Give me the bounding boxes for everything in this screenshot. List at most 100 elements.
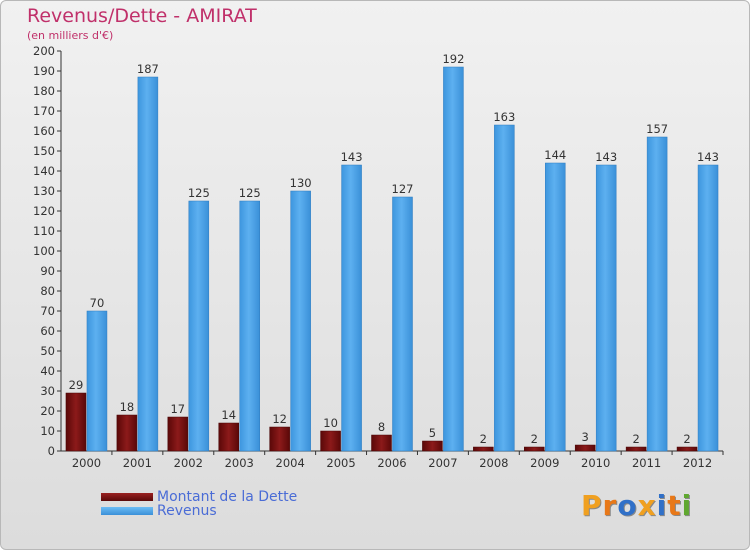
debt-bar bbox=[218, 422, 239, 452]
y-tick-label: 70 bbox=[40, 304, 55, 318]
y-tick-label: 170 bbox=[33, 104, 55, 118]
debt-value-label: 5 bbox=[429, 426, 436, 440]
y-tick-label: 130 bbox=[33, 184, 55, 198]
logo-letter: x bbox=[637, 489, 657, 522]
logo-letter: i bbox=[656, 489, 668, 522]
debt-bar bbox=[65, 392, 87, 452]
y-tick-label: 50 bbox=[40, 344, 55, 358]
y-tick-label: 120 bbox=[33, 204, 55, 218]
x-tick-label: 2000 bbox=[72, 456, 101, 470]
debt-bar bbox=[676, 446, 698, 452]
y-tick-label: 90 bbox=[40, 264, 55, 278]
debt-value-label: 2 bbox=[480, 432, 487, 446]
y-tick-label: 0 bbox=[48, 444, 55, 458]
revenue-bar bbox=[545, 162, 566, 452]
debt-value-label: 10 bbox=[323, 416, 338, 430]
axis-layer: 0 10 20 30 40 50 60 70 80 90 100 110 120 130 140 150 160… bbox=[33, 44, 724, 470]
x-tick-label: 2002 bbox=[174, 456, 203, 470]
debt-bar bbox=[269, 426, 290, 452]
debt-value-label: 3 bbox=[582, 430, 589, 444]
bars-layer bbox=[65, 66, 719, 452]
revenue-bar bbox=[443, 66, 464, 452]
logo-letter: o bbox=[617, 489, 638, 522]
revenue-bar bbox=[646, 136, 668, 452]
y-tick-label: 80 bbox=[40, 284, 55, 298]
legend-swatch-dette bbox=[101, 493, 153, 501]
x-tick-label: 2003 bbox=[225, 456, 254, 470]
y-tick-label: 200 bbox=[33, 44, 55, 58]
y-tick-label: 10 bbox=[40, 424, 55, 438]
revenue-value-label: 127 bbox=[392, 182, 414, 196]
y-tick-label: 60 bbox=[40, 324, 55, 338]
revenue-bar bbox=[341, 164, 362, 452]
revenue-value-label: 125 bbox=[188, 186, 210, 200]
revenue-bar bbox=[239, 200, 260, 452]
x-tick-label: 2011 bbox=[632, 456, 661, 470]
revenue-value-label: 143 bbox=[697, 150, 719, 164]
debt-bar bbox=[422, 440, 443, 452]
revenue-value-label: 125 bbox=[239, 186, 261, 200]
debt-bar bbox=[167, 416, 189, 452]
revenue-value-label: 143 bbox=[595, 150, 617, 164]
y-tick-label: 160 bbox=[33, 124, 55, 138]
y-tick-label: 190 bbox=[33, 64, 55, 78]
revenue-value-label: 157 bbox=[646, 122, 668, 136]
x-tick-label: 2010 bbox=[581, 456, 610, 470]
revenue-value-label: 144 bbox=[544, 148, 566, 162]
y-tick-label: 100 bbox=[33, 244, 55, 258]
debt-bar bbox=[625, 446, 647, 452]
revenue-bar bbox=[595, 164, 617, 452]
x-tick-label: 2007 bbox=[428, 456, 457, 470]
proxiti-logo: Proxiti bbox=[581, 489, 692, 522]
logo-letter: i bbox=[681, 489, 693, 522]
revenue-bar bbox=[494, 124, 515, 452]
chart-title: Revenus/Dette - AMIRAT bbox=[27, 5, 257, 27]
revenue-bar bbox=[137, 76, 159, 452]
y-tick-label: 140 bbox=[33, 164, 55, 178]
debt-value-label: 14 bbox=[221, 408, 236, 422]
revenue-value-label: 130 bbox=[290, 176, 312, 190]
logo-letter: t bbox=[667, 489, 682, 522]
x-tick-label: 2001 bbox=[123, 456, 152, 470]
debt-bar bbox=[116, 414, 138, 452]
y-tick-label: 180 bbox=[33, 84, 55, 98]
legend-label-revenus: Revenus bbox=[157, 503, 217, 519]
debt-value-label: 18 bbox=[120, 400, 135, 414]
x-tick-label: 2006 bbox=[377, 456, 406, 470]
y-tick-label: 110 bbox=[33, 224, 55, 238]
legend-swatch-revenus bbox=[101, 507, 153, 515]
debt-bar bbox=[524, 446, 545, 452]
x-tick-label: 2005 bbox=[326, 456, 355, 470]
debt-bar bbox=[320, 430, 341, 452]
legend-label-dette: Montant de la Dette bbox=[157, 489, 298, 505]
debt-bar bbox=[574, 444, 596, 452]
debt-bar bbox=[473, 446, 494, 452]
x-tick-label: 2008 bbox=[479, 456, 508, 470]
revenue-bar bbox=[188, 200, 210, 452]
debt-value-label: 2 bbox=[632, 432, 639, 446]
x-tick-label: 2004 bbox=[276, 456, 305, 470]
data-labels-layer: 29 70 18 187 17 125 14 125 12 130 10 143 8 127 5 192 2 16… bbox=[69, 52, 719, 446]
x-tick-label: 2012 bbox=[683, 456, 712, 470]
y-tick-label: 30 bbox=[40, 384, 55, 398]
revenue-value-label: 187 bbox=[137, 62, 159, 76]
revenue-bar bbox=[392, 196, 413, 452]
revenue-bar bbox=[86, 310, 108, 452]
y-tick-label: 20 bbox=[40, 404, 55, 418]
debt-value-label: 8 bbox=[378, 420, 385, 434]
debt-value-label: 12 bbox=[272, 412, 287, 426]
debt-value-label: 2 bbox=[531, 432, 538, 446]
y-tick-label: 40 bbox=[40, 364, 55, 378]
legend-item-dette: Montant de la Dette bbox=[101, 489, 297, 505]
revenue-bar bbox=[290, 190, 311, 452]
debt-value-label: 2 bbox=[683, 432, 690, 446]
logo-letter: r bbox=[602, 489, 618, 522]
debt-value-label: 29 bbox=[69, 378, 84, 392]
revenue-value-label: 143 bbox=[341, 150, 363, 164]
revenue-bar bbox=[697, 164, 719, 452]
logo-letter: P bbox=[581, 489, 603, 522]
y-tick-label: 150 bbox=[33, 144, 55, 158]
x-tick-label: 2009 bbox=[530, 456, 559, 470]
